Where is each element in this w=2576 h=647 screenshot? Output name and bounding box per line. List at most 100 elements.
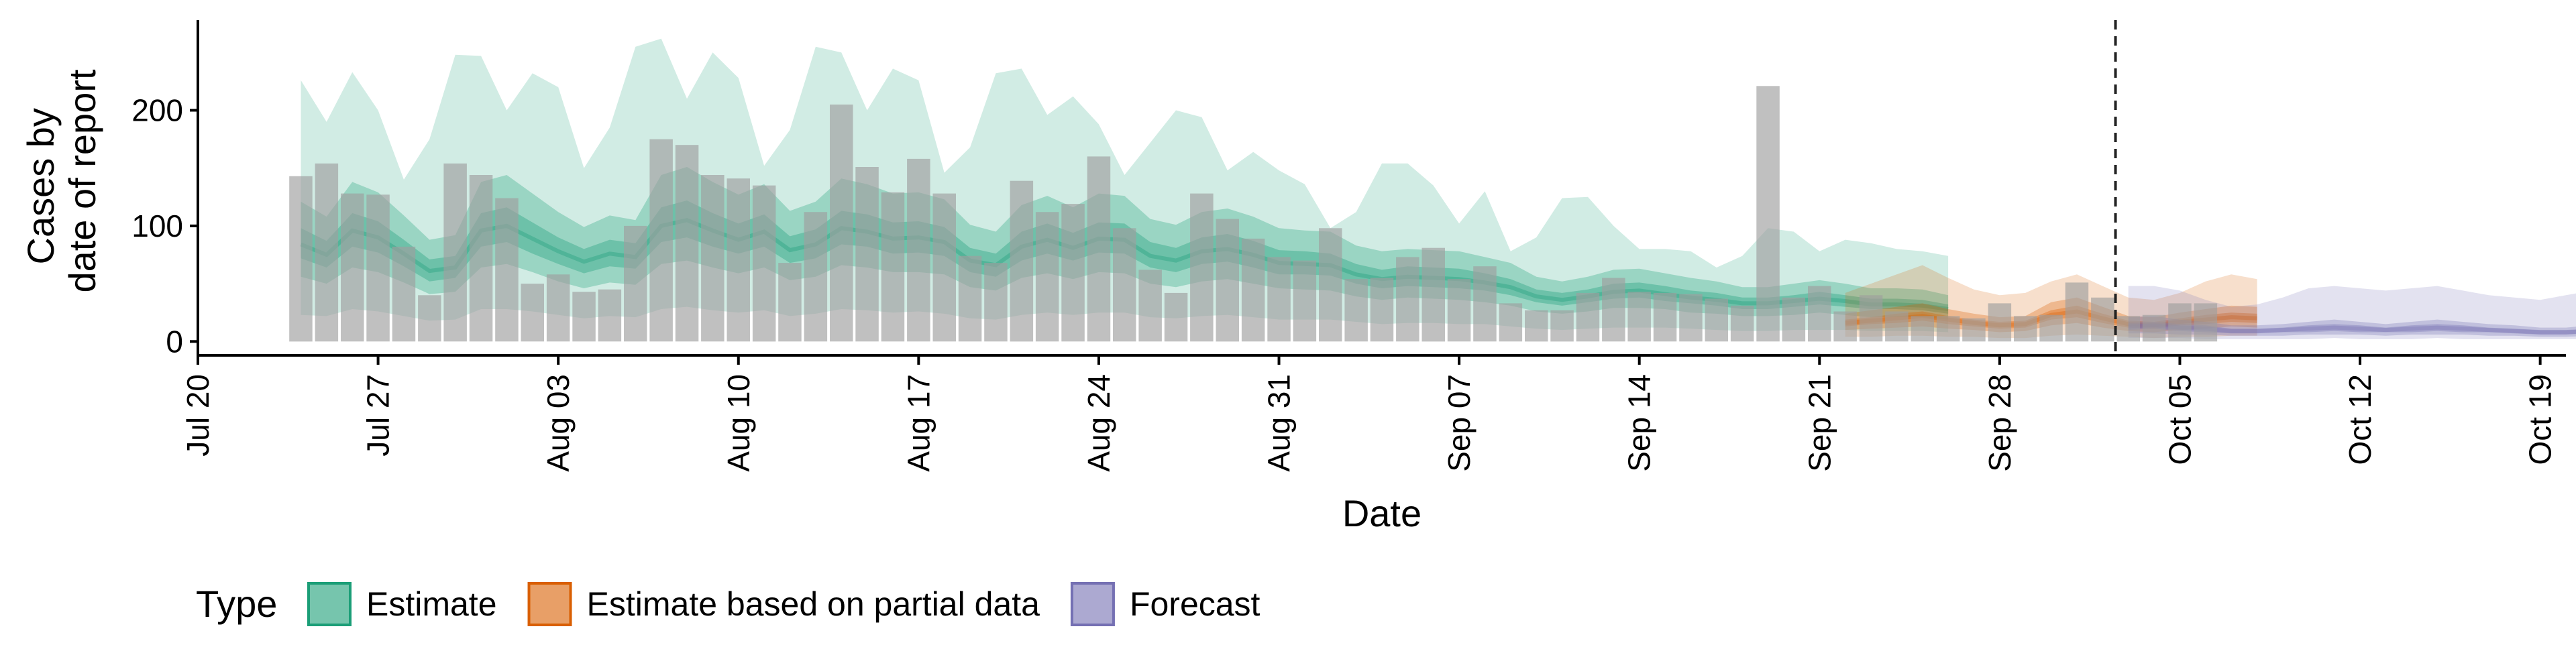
case-bar	[1061, 204, 1085, 341]
x-axis-title: Date	[1342, 492, 1421, 534]
case-bar	[1499, 303, 1523, 341]
case-bar	[2168, 303, 2192, 341]
case-bar	[727, 178, 751, 341]
case-bar	[341, 194, 364, 342]
x-tick-label: Sep 21	[1802, 374, 1837, 472]
case-bar	[1550, 310, 1574, 342]
case-bar	[392, 247, 416, 341]
case-bar	[624, 226, 647, 341]
case-bar	[1679, 294, 1703, 342]
legend-swatch	[1072, 583, 1114, 625]
case-bar	[1937, 316, 1960, 341]
case-bar	[1808, 286, 1831, 342]
case-bar	[1293, 261, 1317, 342]
case-bar	[2065, 282, 2089, 341]
case-bar	[598, 290, 622, 342]
case-bar	[1860, 295, 1883, 341]
case-bar	[804, 212, 828, 341]
case-bar	[907, 159, 930, 341]
case-bar	[1756, 86, 1780, 341]
case-bar	[2143, 315, 2166, 342]
case-bar	[1962, 318, 1986, 342]
case-bar	[1731, 306, 1754, 341]
x-tick-label: Jul 27	[361, 374, 396, 457]
case-bar	[1113, 228, 1136, 341]
case-bar	[1344, 279, 1368, 341]
case-bar	[1627, 292, 1651, 341]
case-bar	[1216, 219, 1240, 342]
case-bar	[1654, 293, 1677, 341]
case-bar	[418, 295, 441, 341]
case-bar	[959, 256, 982, 342]
x-tick-label: Oct 12	[2343, 374, 2377, 465]
y-tick-label: 100	[131, 209, 183, 243]
legend-title: Type	[196, 583, 277, 625]
case-bar	[2014, 316, 2037, 341]
case-bar	[1525, 310, 1548, 342]
case-bar	[1319, 228, 1342, 341]
case-bar	[1473, 266, 1497, 341]
x-tick-label: Jul 20	[180, 374, 215, 457]
case-bar	[830, 105, 853, 341]
case-bar	[984, 263, 1008, 341]
x-tick-label: Oct 05	[2162, 374, 2197, 465]
case-bar	[1833, 312, 1857, 342]
case-bar	[1396, 257, 1419, 341]
legend-label: Estimate	[366, 585, 497, 623]
case-bar	[547, 274, 570, 341]
x-tick-label: Aug 24	[1081, 374, 1116, 472]
case-bar	[1010, 181, 1034, 342]
case-bar	[676, 145, 699, 341]
x-tick-label: Sep 07	[1442, 374, 1477, 472]
y-axis-title-line-1: Cases by	[19, 108, 62, 264]
x-tick-label: Sep 28	[1982, 374, 2017, 472]
legend-swatch	[309, 583, 350, 625]
case-bar	[495, 198, 519, 342]
case-bar	[1242, 239, 1265, 341]
case-bar	[572, 292, 596, 341]
case-bar	[1576, 293, 1600, 341]
case-bar	[2039, 315, 2063, 342]
case-bar	[1422, 248, 1446, 342]
x-tick-label: Sep 14	[1622, 374, 1657, 472]
x-tick-label: Aug 17	[901, 374, 936, 472]
x-tick-label: Aug 03	[541, 374, 576, 472]
case-bar	[289, 176, 313, 342]
case-bar	[881, 192, 905, 341]
case-bar	[2194, 303, 2218, 341]
legend-swatch	[529, 583, 571, 625]
case-bar	[1165, 293, 1188, 341]
y-tick-label: 200	[131, 93, 183, 127]
case-bar	[1190, 194, 1214, 342]
case-bar	[1138, 270, 1162, 341]
case-bar	[1448, 279, 1471, 341]
x-tick-label: Aug 31	[1262, 374, 1297, 472]
case-bar	[2117, 316, 2141, 341]
case-bar	[1602, 278, 1625, 342]
case-bar	[1705, 299, 1729, 342]
case-bar	[1911, 316, 1935, 341]
case-bar	[521, 284, 545, 341]
case-bar	[701, 175, 724, 341]
case-bar	[366, 194, 390, 341]
case-bar	[933, 194, 957, 342]
legend-label: Forecast	[1130, 585, 1260, 623]
case-bar	[753, 186, 776, 342]
case-bar	[470, 175, 493, 341]
case-bar	[649, 139, 673, 342]
case-bar	[1267, 257, 1291, 341]
x-tick-label: Aug 10	[721, 374, 756, 472]
case-bar	[315, 164, 339, 342]
case-bar	[1885, 312, 1909, 342]
y-tick-label: 0	[166, 324, 183, 359]
case-bar	[778, 263, 802, 341]
case-bar	[1988, 303, 2012, 341]
y-axis-title: Cases by date of report	[19, 69, 103, 293]
legend-label: Estimate based on partial data	[587, 585, 1040, 623]
y-axis-title-line-2: date of report	[61, 69, 103, 293]
case-bar	[1087, 156, 1111, 341]
legend: Type Estimate Estimate based on partial d…	[196, 583, 1260, 625]
x-tick-label: Oct 19	[2523, 374, 2558, 465]
